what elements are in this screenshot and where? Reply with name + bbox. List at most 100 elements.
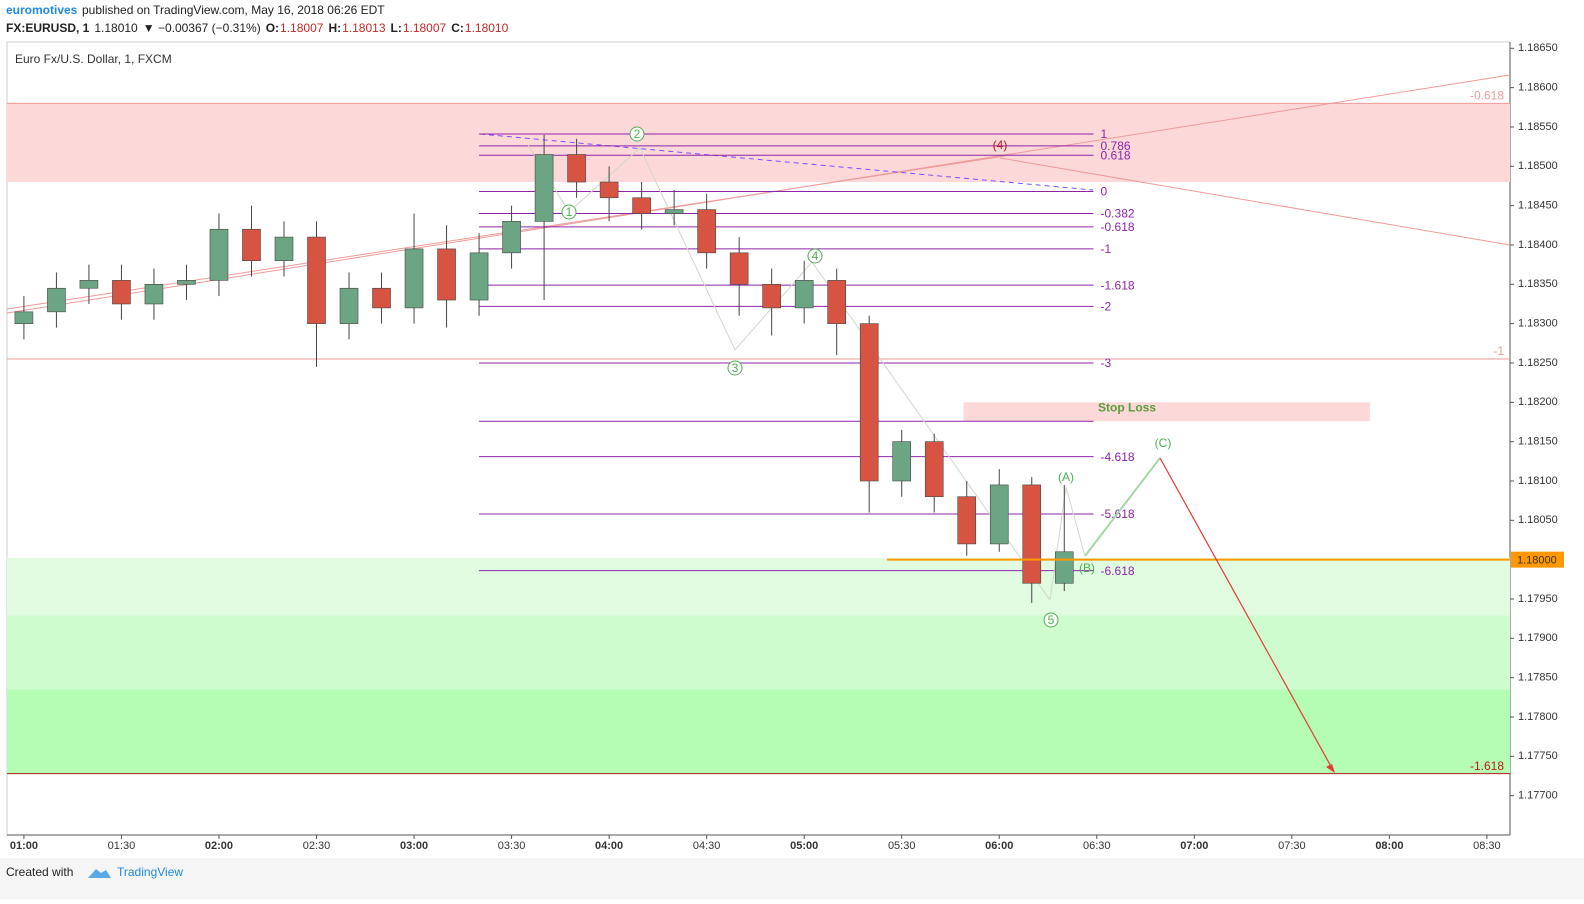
x-tick-label: 03:30 (498, 840, 526, 852)
created-with: Created with (6, 865, 73, 879)
wave-circle (727, 360, 743, 376)
y-tick-label: 1.17950 (1518, 593, 1558, 605)
fib-label: -1 (1101, 242, 1112, 256)
candle-body (697, 209, 716, 254)
x-tick-label: 04:30 (693, 840, 721, 852)
candle-body (567, 154, 586, 183)
target-arrow (1159, 457, 1334, 771)
fib-label: -3 (1101, 356, 1112, 370)
y-tick-label: 1.18150 (1518, 436, 1558, 448)
fib-label: 0 (1101, 185, 1108, 199)
candle-body (1022, 484, 1042, 584)
y-tick-label: 1.17850 (1518, 672, 1558, 684)
trend-line (999, 157, 1511, 246)
candle-body (14, 311, 34, 324)
author[interactable]: euromotives (6, 3, 78, 17)
candle-body (729, 252, 749, 285)
y-tick-label: 1.18450 (1518, 200, 1558, 212)
candle-body (827, 280, 846, 324)
y-tick-label: 1.18050 (1518, 514, 1558, 526)
y-tick-label: 1.18200 (1518, 396, 1558, 408)
wave-label: 5 (1048, 613, 1055, 627)
zone (7, 689, 1510, 774)
x-tick-label: 08:00 (1375, 840, 1403, 852)
wave-label: (C) (1155, 436, 1172, 450)
ohlc-value: 1.18013 (342, 21, 386, 35)
y-tick-label: 1.18600 (1518, 82, 1558, 94)
candle-body (242, 228, 261, 262)
candle-body (599, 181, 619, 199)
stop-loss-label: Stop Loss (1098, 400, 1156, 414)
ohlc-key: C: (451, 21, 464, 35)
x-tick-label: 04:00 (595, 840, 623, 852)
wave-circle (807, 248, 823, 264)
level-label: -1.618 (1470, 759, 1504, 773)
ohlc-key: H: (328, 21, 341, 35)
candle-body (372, 287, 391, 309)
x-tick-label: 01:30 (108, 840, 136, 852)
y-tick-label: 1.17750 (1518, 750, 1558, 762)
candle-body (989, 484, 1009, 545)
zone (7, 558, 1510, 616)
logo (88, 869, 111, 878)
candle-body (274, 236, 294, 262)
projection (1084, 457, 1161, 557)
ohlc-value: 1.18010 (465, 21, 509, 35)
fib-label: 0.786 (1101, 139, 1131, 153)
wave-label: 4 (812, 249, 819, 263)
zone (7, 103, 1510, 183)
ohlc-key: O: (266, 21, 279, 35)
y-tick-label: 1.18100 (1518, 475, 1558, 487)
fib-label: -0.382 (1101, 207, 1135, 221)
candle-body (502, 221, 521, 254)
candle-body (79, 280, 99, 289)
x-tick-label: 07:00 (1180, 840, 1208, 852)
fib-label: 0.618 (1101, 148, 1131, 162)
candle-body (307, 236, 326, 324)
candle-body (339, 287, 359, 324)
chart-title: Euro Fx/U.S. Dollar, 1, FXCM (15, 52, 172, 66)
price-tag (1511, 551, 1564, 568)
wave-path (527, 144, 1051, 601)
wave-label: (A) (1058, 470, 1074, 484)
candle-body (534, 154, 554, 222)
y-tick-label: 1.18650 (1518, 42, 1558, 54)
candle-body (404, 248, 424, 309)
fib-label: -6.618 (1101, 564, 1135, 578)
fib-label: -0.618 (1101, 220, 1135, 234)
candle-body (177, 280, 196, 285)
zone (7, 615, 1510, 690)
candle-body (47, 287, 66, 313)
published: published on TradingView.com, May 16, 20… (82, 3, 385, 17)
wave-circle (561, 204, 577, 220)
ohlc-value: 1.18007 (280, 21, 324, 35)
y-tick-label: 1.17700 (1518, 790, 1558, 802)
candle-body (437, 248, 456, 301)
y-tick-label: 1.18550 (1518, 121, 1558, 133)
candle-body (664, 209, 684, 214)
x-tick-label: 05:00 (790, 840, 818, 852)
symbol-line: FX:EURUSD, 1 1.18010 ▼ −0.00367 (−0.31%) O:… (6, 21, 509, 35)
candle-body (144, 284, 164, 305)
brand[interactable]: TradingView (117, 865, 183, 879)
ohlc-value: 1.18007 (403, 21, 447, 35)
fib-label: -2 (1101, 300, 1112, 314)
header-text: 1.18010 (94, 21, 138, 35)
wave-circle (629, 126, 645, 142)
x-tick-label: 02:30 (303, 840, 331, 852)
wave-label: (B) (1079, 561, 1095, 575)
candle-body (209, 228, 229, 281)
y-tick-label: 1.18300 (1518, 318, 1558, 330)
y-tick-label: 1.17800 (1518, 711, 1558, 723)
fib-label: -4.618 (1101, 450, 1135, 464)
plot: -0.618-1-1.61810.7860.6180-0.382-0.618-1… (6, 42, 1564, 852)
fib-trend (479, 133, 1094, 191)
y-tick-label: 1.18500 (1518, 160, 1558, 172)
candle-body (957, 496, 977, 545)
candle-body (859, 323, 879, 482)
wave-label: 1 (566, 205, 573, 219)
header-text: ▼ −0.00367 (−0.31%) (143, 21, 261, 35)
fib-label: -1.618 (1101, 278, 1135, 292)
candle-body (469, 252, 489, 301)
